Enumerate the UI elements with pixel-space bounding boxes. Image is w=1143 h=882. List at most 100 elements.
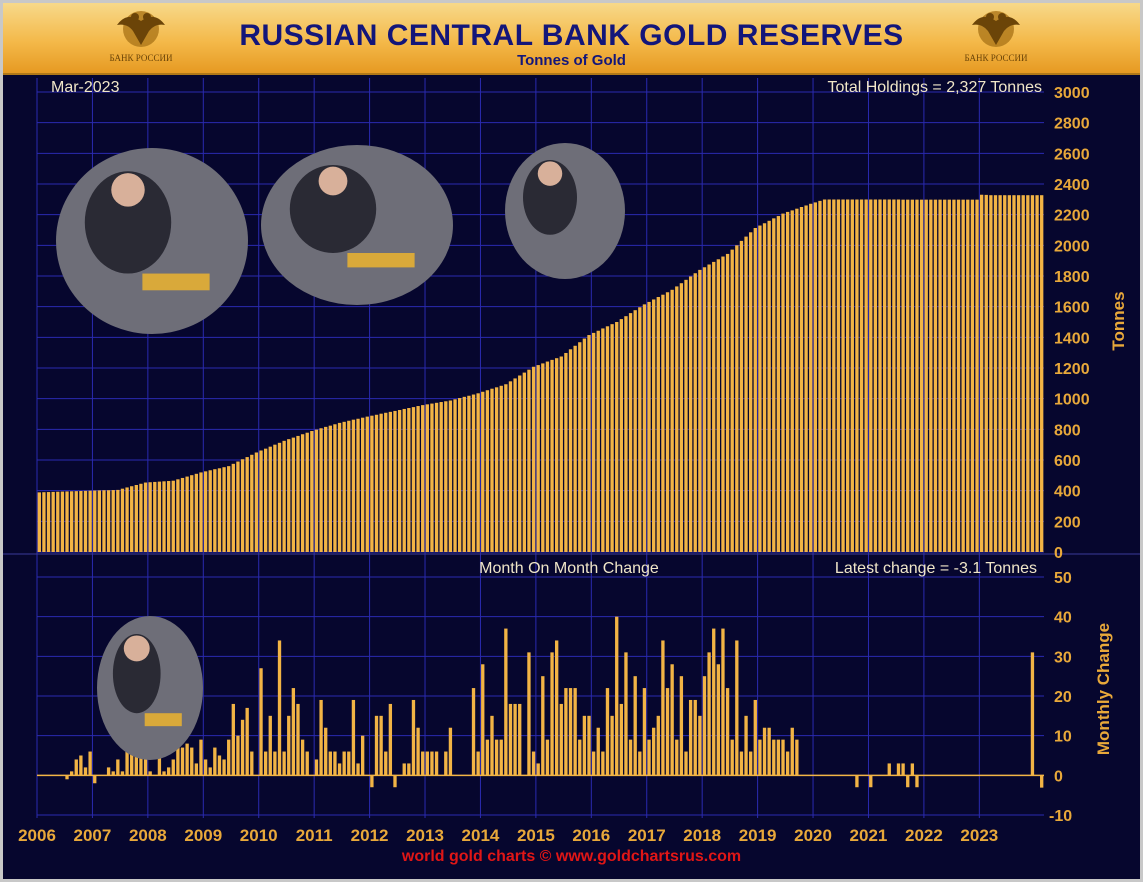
holdings-bar <box>869 199 873 552</box>
change-bar <box>194 763 199 776</box>
photo-vignette-figure <box>84 171 172 274</box>
change-bar <box>277 640 282 776</box>
x-tick-label: 2015 <box>517 826 555 845</box>
holdings-bar <box>827 199 831 552</box>
holdings-bar <box>859 199 864 552</box>
holdings-bar <box>106 490 111 552</box>
change-bar <box>499 739 503 776</box>
holdings-bar <box>670 289 674 552</box>
photo-vignette-face <box>111 173 145 207</box>
photo-vignette-gold-bar <box>347 253 415 268</box>
holdings-bar <box>633 310 637 552</box>
x-tick-label: 2017 <box>628 826 666 845</box>
holdings-bar <box>744 236 748 553</box>
holdings-bar <box>97 490 102 552</box>
change-bar <box>721 628 725 776</box>
holdings-bar <box>494 387 499 552</box>
holdings-bar <box>134 484 138 552</box>
change-bar <box>716 664 721 776</box>
holdings-bar <box>661 294 665 552</box>
holdings-bar <box>730 249 734 553</box>
holdings-bar <box>254 452 259 552</box>
holdings-bar <box>153 481 157 552</box>
holdings-bar <box>388 411 393 552</box>
holdings-bar <box>42 492 46 552</box>
holdings-bar <box>785 211 790 552</box>
change-bar <box>684 751 688 776</box>
holdings-bar <box>425 404 429 552</box>
y-tick-label: 2400 <box>1054 177 1090 194</box>
holdings-bar <box>938 199 942 552</box>
holdings-bar <box>203 471 208 552</box>
change-bar <box>425 751 429 776</box>
holdings-bar <box>716 259 721 552</box>
change-bar <box>915 775 919 788</box>
holdings-bar <box>79 490 83 552</box>
holdings-bar <box>850 199 854 552</box>
y-tick-label: 20 <box>1054 689 1072 706</box>
change-bar <box>148 771 152 776</box>
change-bar <box>661 640 665 776</box>
holdings-bar <box>901 199 905 552</box>
change-bar <box>83 767 88 776</box>
change-bar <box>430 751 434 776</box>
emblem-text: БАНК РОССИИ <box>964 53 1028 63</box>
holdings-bar <box>508 381 513 552</box>
holdings-bar <box>1007 195 1012 552</box>
x-tick-label: 2016 <box>572 826 610 845</box>
change-bar <box>374 715 379 776</box>
holdings-bar <box>846 199 850 552</box>
holdings-bar <box>402 408 406 552</box>
holdings-bar <box>993 195 998 552</box>
x-tick-label: 2008 <box>129 826 167 845</box>
holdings-bar <box>679 283 684 552</box>
y-tick-label: 50 <box>1054 570 1072 587</box>
holdings-bar <box>684 279 688 552</box>
holdings-bar <box>324 426 328 552</box>
holdings-bar <box>273 444 277 552</box>
x-tick-label: 2012 <box>351 826 389 845</box>
chart-canvas: 0200400600800100012001400160018002000220… <box>3 78 1140 845</box>
x-tick-label: 2011 <box>296 826 333 845</box>
change-bar <box>319 699 323 776</box>
change-bar <box>896 763 901 776</box>
holdings-bar <box>998 195 1002 552</box>
change-bar <box>328 751 332 776</box>
change-bar <box>347 751 351 776</box>
change-bar <box>559 703 563 776</box>
change-bar <box>236 735 240 776</box>
holdings-bar <box>227 466 231 552</box>
holdings-bar <box>665 292 670 552</box>
holdings-bar <box>582 338 587 552</box>
change-bar <box>531 751 536 776</box>
change-bar <box>143 755 148 776</box>
change-bar <box>739 751 744 776</box>
x-tick-label: 2020 <box>794 826 832 845</box>
holdings-bar <box>185 476 189 552</box>
holdings-bar <box>873 199 878 552</box>
x-tick-label: 2019 <box>739 826 777 845</box>
holdings-bar <box>790 210 794 552</box>
holdings-bar <box>799 207 804 552</box>
holdings-bar <box>887 199 891 552</box>
holdings-bar <box>1016 195 1021 552</box>
holdings-bar <box>882 199 887 552</box>
change-bar <box>647 739 651 776</box>
change-bar <box>568 688 573 776</box>
holdings-bar <box>541 363 545 552</box>
change-bar <box>675 739 679 776</box>
change-bar <box>69 771 74 776</box>
holdings-bar <box>767 220 771 553</box>
holdings-bar <box>37 492 41 552</box>
holdings-bar <box>536 365 540 552</box>
change-bar <box>393 775 397 788</box>
change-bar <box>753 699 757 776</box>
holdings-bar <box>434 402 439 552</box>
holdings-bar <box>250 454 254 552</box>
holdings-bar <box>217 468 222 552</box>
change-bar <box>282 751 286 776</box>
holdings-bar <box>545 361 550 552</box>
change-bar <box>481 664 485 776</box>
change-bar <box>536 763 540 776</box>
holdings-bar <box>568 349 573 552</box>
